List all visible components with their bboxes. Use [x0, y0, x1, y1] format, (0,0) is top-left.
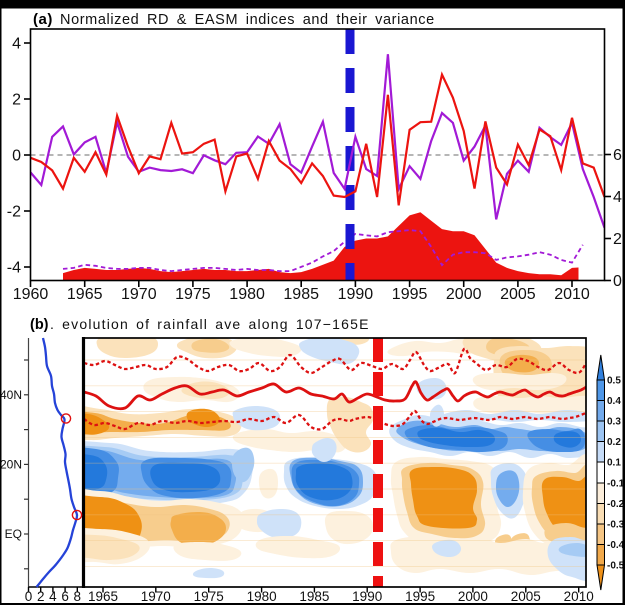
svg-text:2000: 2000	[458, 589, 488, 604]
svg-text:8: 8	[74, 589, 82, 604]
svg-text:1990: 1990	[352, 589, 382, 604]
svg-text:1990: 1990	[338, 286, 374, 303]
svg-text:1970: 1970	[121, 286, 157, 303]
svg-text:-0.3: -0.3	[607, 520, 625, 531]
svg-text:2: 2	[12, 92, 21, 109]
svg-text:-0.4: -0.4	[607, 540, 625, 551]
svg-text:Normalized RD & EASM indices a: Normalized RD & EASM indices and their v…	[60, 12, 435, 28]
svg-text:-2: -2	[7, 204, 21, 221]
svg-text:0: 0	[25, 589, 33, 604]
svg-text:2: 2	[613, 231, 622, 248]
svg-text:-0.2: -0.2	[607, 499, 625, 510]
svg-text:4: 4	[12, 36, 21, 53]
svg-text:1965: 1965	[88, 589, 118, 604]
svg-text:-4: -4	[7, 260, 21, 277]
svg-text:-0.5: -0.5	[607, 561, 625, 572]
svg-text:1965: 1965	[67, 286, 103, 303]
svg-text:2000: 2000	[446, 286, 482, 303]
svg-text:1960: 1960	[13, 286, 49, 303]
svg-text:1995: 1995	[392, 286, 428, 303]
svg-text:2010: 2010	[564, 589, 594, 604]
svg-text:2005: 2005	[511, 589, 541, 604]
svg-text:4: 4	[613, 189, 622, 206]
svg-text:40N: 40N	[0, 388, 22, 402]
svg-text:0.4: 0.4	[607, 396, 621, 407]
svg-text:(a): (a)	[33, 11, 53, 28]
svg-text:-0.1: -0.1	[607, 479, 625, 490]
svg-text:6: 6	[613, 147, 622, 164]
svg-text:20N: 20N	[0, 457, 22, 471]
svg-text:2010: 2010	[554, 286, 590, 303]
svg-text:0.3: 0.3	[607, 417, 621, 428]
svg-text:EQ: EQ	[5, 527, 22, 541]
svg-text:1985: 1985	[299, 589, 329, 604]
svg-text:0.1: 0.1	[607, 458, 621, 469]
svg-text:2005: 2005	[500, 286, 536, 303]
svg-text:4: 4	[49, 589, 57, 604]
svg-text:6: 6	[61, 589, 69, 604]
svg-text:1970: 1970	[141, 589, 171, 604]
svg-text:0: 0	[12, 148, 21, 165]
svg-text:1985: 1985	[283, 286, 319, 303]
svg-text:1975: 1975	[194, 589, 224, 604]
svg-text:1980: 1980	[229, 286, 265, 303]
svg-text:. evolution of rainfall ave al: . evolution of rainfall ave along 107−16…	[50, 316, 370, 332]
svg-text:1995: 1995	[405, 589, 435, 604]
svg-text:0: 0	[613, 273, 622, 290]
svg-text:0.5: 0.5	[607, 376, 621, 387]
svg-text:2: 2	[37, 589, 45, 604]
svg-text:1980: 1980	[247, 589, 277, 604]
svg-text:0.2: 0.2	[607, 437, 621, 448]
svg-text:(b): (b)	[30, 317, 49, 333]
svg-text:1975: 1975	[175, 286, 211, 303]
